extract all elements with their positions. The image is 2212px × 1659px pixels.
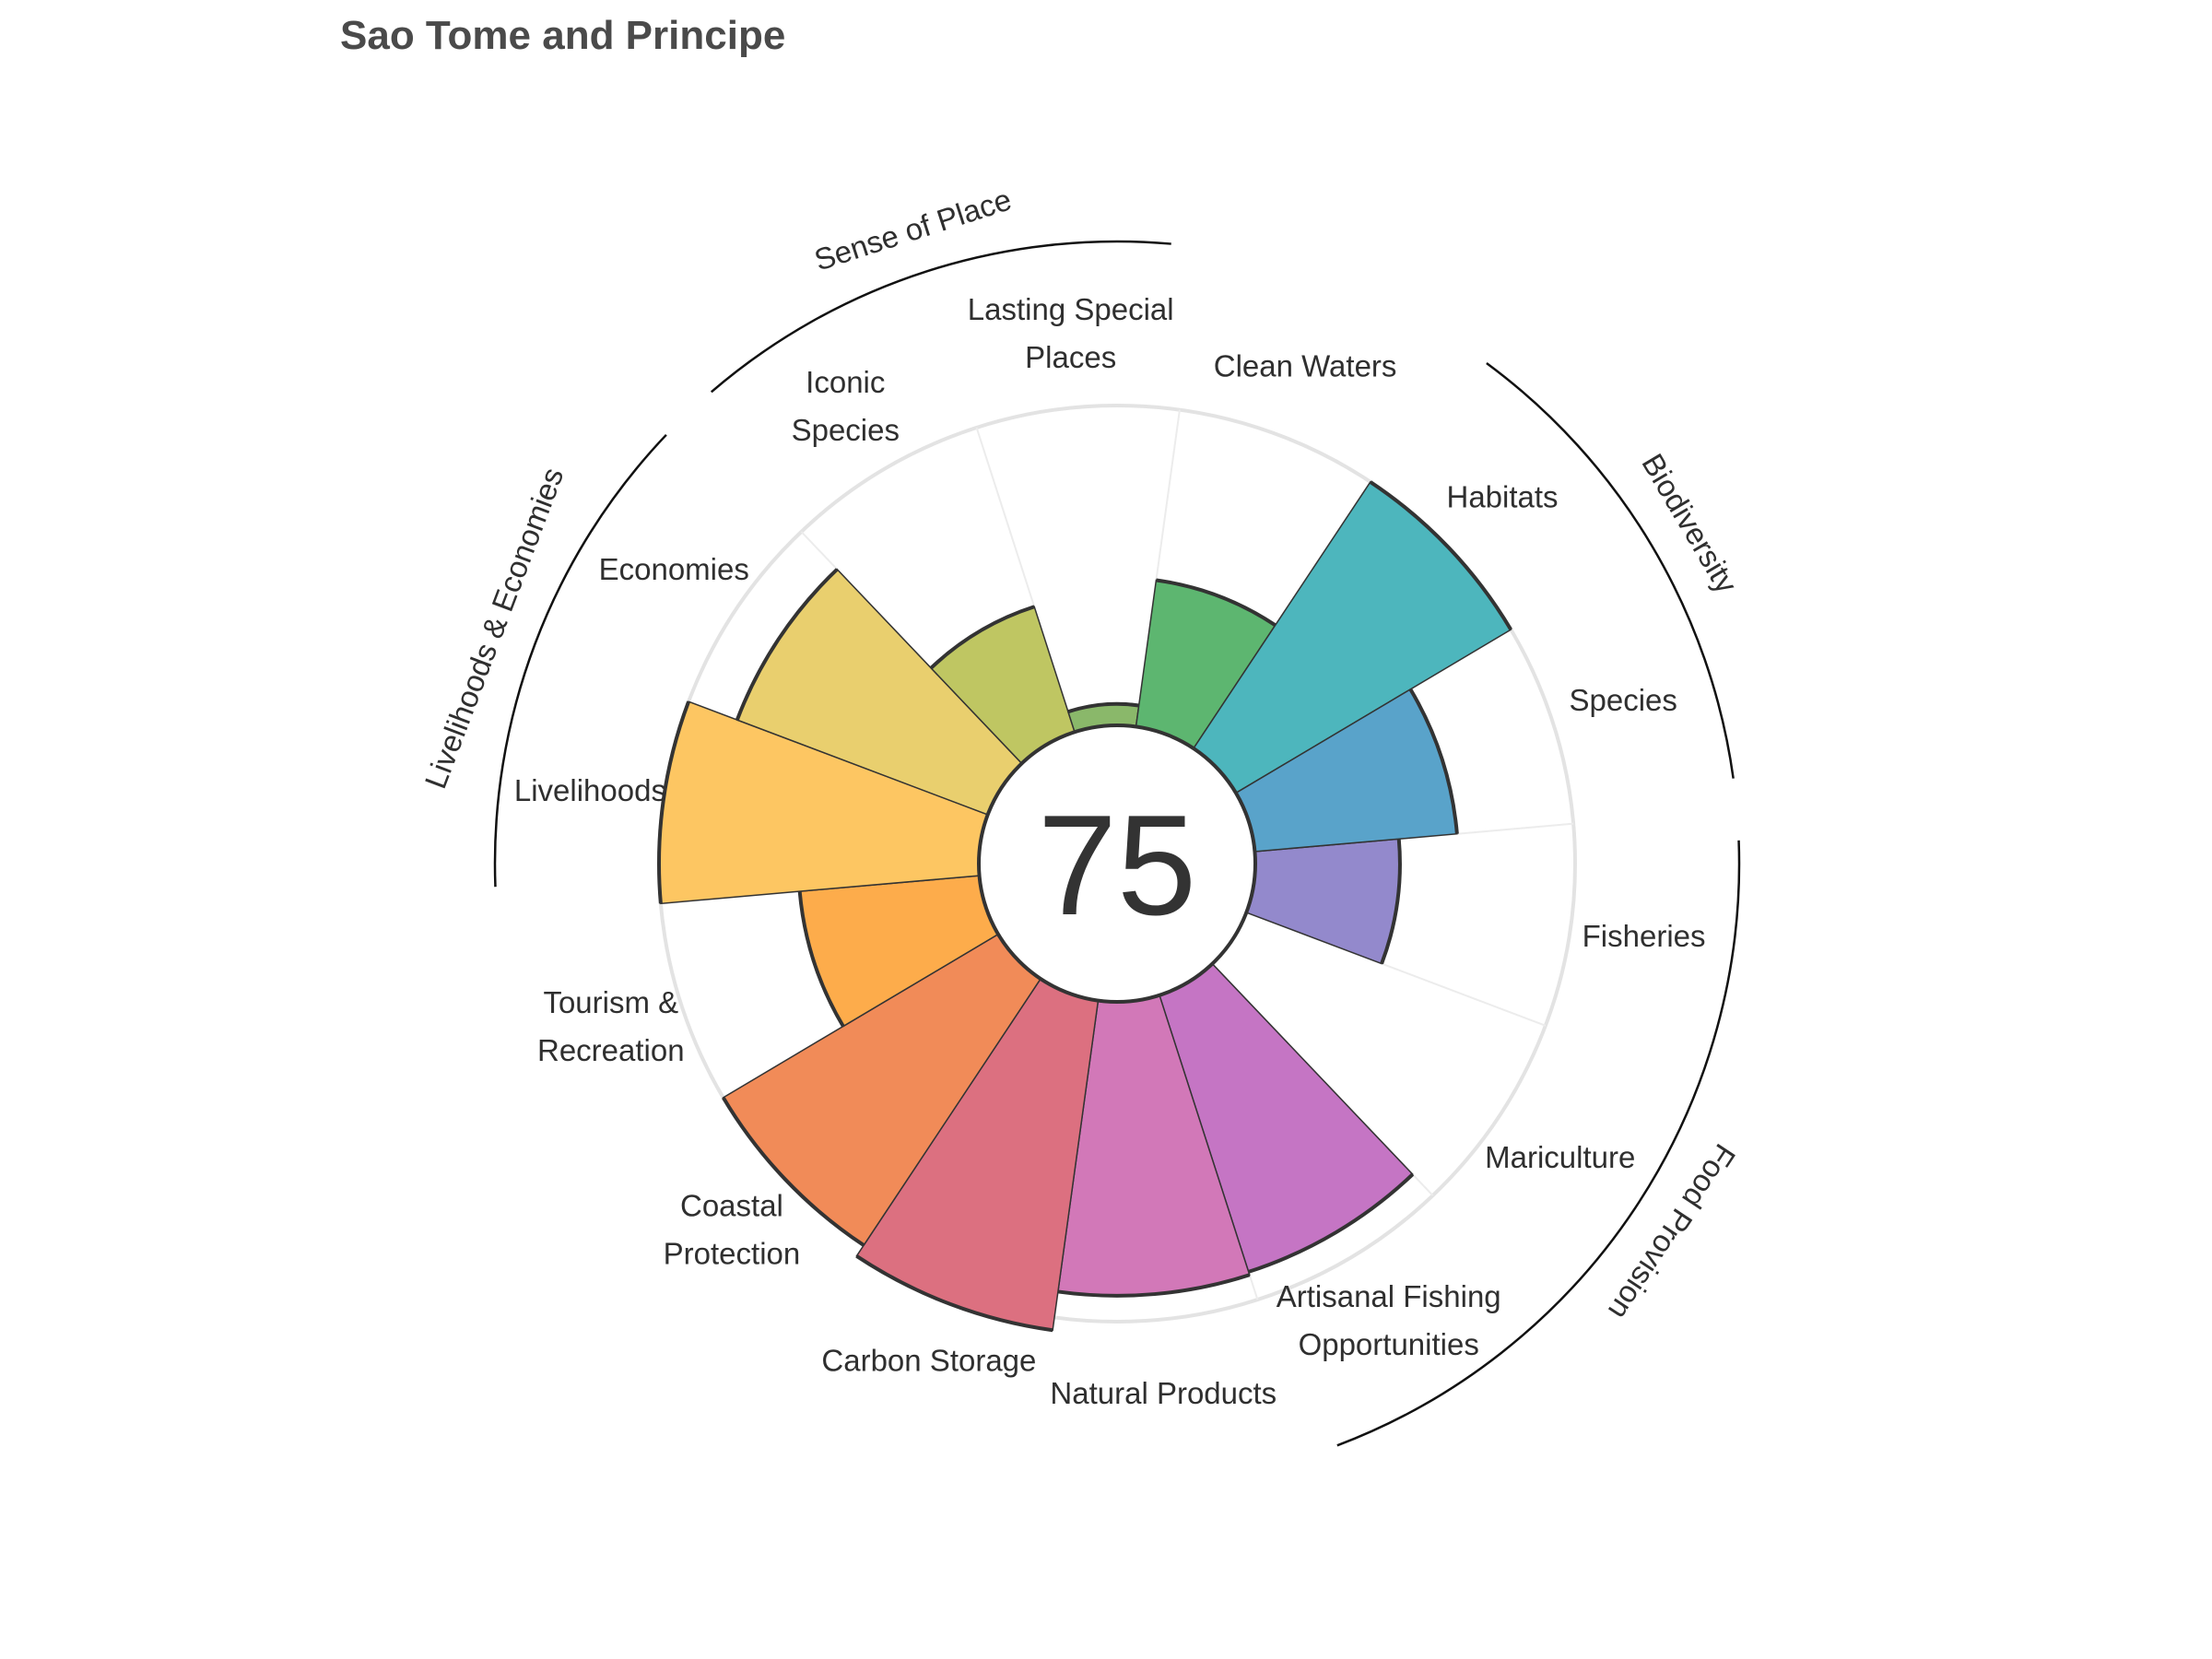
petal-edge-species [1408, 688, 1459, 834]
petal-edge-natural-products [1057, 1273, 1251, 1298]
petal-label-economies: Economies [599, 552, 749, 586]
petal-edge-economies [735, 568, 839, 721]
group-arc-food-provision [1336, 840, 1741, 1447]
center-circle [977, 724, 1257, 1004]
petal-labels: Fisheries Mariculture Artisanal Fishing Opp… [514, 292, 1706, 1410]
petal-label-clean-waters: Clean Waters [1214, 348, 1397, 382]
petal-label-species: Species [1569, 683, 1677, 717]
group-label-sense-of-place: Sense of Place [810, 182, 1016, 276]
petal-edge-livelihoods [657, 700, 690, 904]
group-arc-biodiversity [1486, 361, 1735, 779]
group-label-biodiversity: Biodiversity [1635, 448, 1744, 599]
petal-edge-lasting-special-places [1067, 701, 1139, 714]
petal-label-mariculture: Mariculture [1485, 1140, 1635, 1174]
petal-edge-clean-waters [1156, 578, 1277, 628]
petal-label-iconic-species: Iconic Species [792, 365, 900, 447]
group-arc-sense-of-place [710, 240, 1171, 394]
group-label-livelihoods-economies: Livelihoods & Economies [418, 463, 570, 793]
chart-title: Sao Tome and Principe [340, 13, 786, 58]
petal-label-habitats: Habitats [1447, 479, 1559, 513]
petal-edge-artisanal [1248, 1172, 1415, 1274]
petal-fisheries [1241, 838, 1401, 965]
petal-edge-iconic-species [929, 605, 1035, 670]
petal-edge-habitats [1369, 480, 1512, 631]
petal-label-fisheries: Fisheries [1583, 919, 1706, 953]
center-score: 75 [1038, 785, 1196, 945]
petal-label-coastal-protection: Coastal Protection [664, 1189, 801, 1271]
petal-label-carbon-storage: Carbon Storage [821, 1344, 1036, 1378]
petal-label-lasting-special-places: Lasting Special Places [968, 292, 1174, 374]
petal-label-natural-products: Natural Products [1050, 1376, 1277, 1410]
petal-label-livelihoods: Livelihoods [514, 773, 666, 807]
petal-edge-coastal-protection [721, 1096, 865, 1247]
petal-label-tourism: Tourism & Recreation [537, 985, 685, 1067]
petal-edge-fisheries [1380, 839, 1402, 965]
group-arc-livelihoods-economies [493, 433, 667, 888]
petals [657, 480, 1512, 1333]
petal-edge-tourism [797, 890, 845, 1028]
petal-label-artisanal: Artisanal Fishing Opportunities [1277, 1279, 1501, 1361]
petal-edge-carbon-storage [855, 1254, 1053, 1333]
